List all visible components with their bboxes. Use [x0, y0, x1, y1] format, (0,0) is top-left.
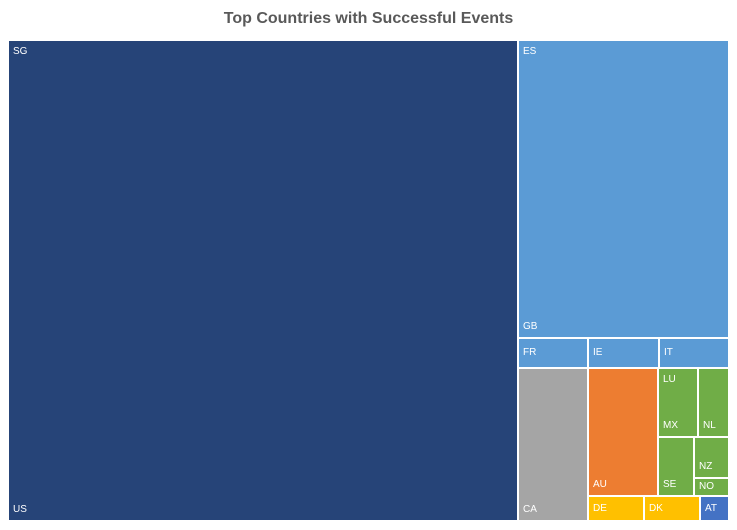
tile-lu-mx: LU MX [658, 368, 698, 437]
tile-ca: CA [518, 368, 588, 521]
tile-no: NO [694, 478, 729, 496]
chart-title: Top Countries with Successful Events [223, 10, 514, 27]
tile-it: IT [659, 338, 729, 368]
tile-label-es: ES [523, 46, 537, 57]
tile-de: DE [588, 496, 644, 521]
tile-label-gb: GB [523, 321, 538, 332]
tile-nz: NZ [694, 437, 729, 478]
tile-ie: IE [588, 338, 659, 368]
tile-es-gb: ES GB [518, 40, 729, 338]
tile-label-au: AU [593, 479, 607, 490]
tile-au: AU [588, 368, 658, 496]
tile-fr: FR [518, 338, 588, 368]
tile-label-nz: NZ [699, 461, 713, 472]
tile-sg-us: SG US [8, 40, 518, 521]
tile-se: SE [658, 437, 694, 496]
tile-label-de: DE [593, 503, 607, 514]
tile-label-ca: CA [523, 504, 537, 515]
tile-label-sg: SG [13, 46, 28, 57]
tile-label-mx: MX [663, 420, 678, 431]
tile-label-fr: FR [523, 347, 537, 358]
tile-label-us: US [13, 504, 27, 515]
tile-label-se: SE [663, 479, 677, 490]
tile-label-lu: LU [663, 374, 676, 385]
tile-label-no: NO [699, 481, 714, 492]
tile-dk: DK [644, 496, 700, 521]
tile-label-it: IT [664, 347, 673, 358]
tile-nl: NL [698, 368, 729, 437]
tile-label-ie: IE [593, 347, 603, 358]
tile-label-dk: DK [649, 503, 663, 514]
tile-at: AT [700, 496, 729, 521]
tile-label-at: AT [705, 503, 718, 514]
tile-label-nl: NL [703, 420, 716, 431]
